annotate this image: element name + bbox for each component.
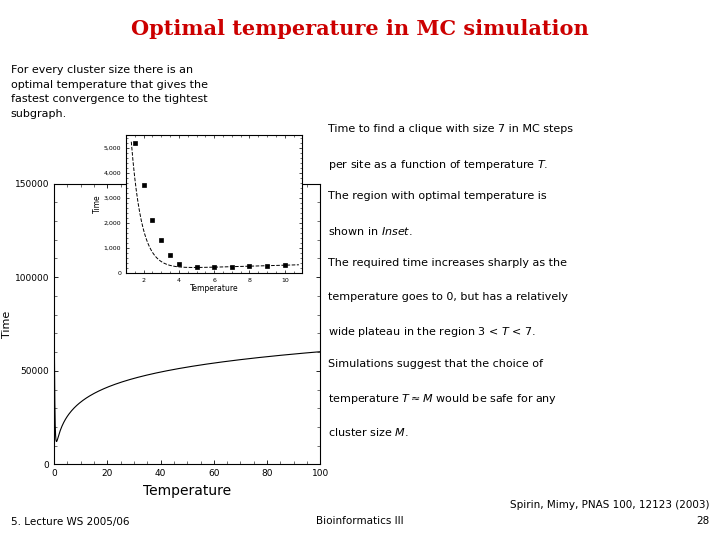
Text: The required time increases sharply as the: The required time increases sharply as t… [328, 258, 567, 268]
Text: Optimal temperature in MC simulation: Optimal temperature in MC simulation [131, 19, 589, 39]
Text: wide plateau in the region 3 < $T$ < 7.: wide plateau in the region 3 < $T$ < 7. [328, 325, 536, 339]
X-axis label: Temperature: Temperature [190, 284, 238, 293]
Text: cluster size $M$.: cluster size $M$. [328, 426, 408, 437]
Text: per site as a function of temperature $T$.: per site as a function of temperature $T… [328, 158, 548, 172]
Text: Bioinformatics III: Bioinformatics III [316, 516, 404, 526]
Text: The region with optimal temperature is: The region with optimal temperature is [328, 191, 546, 201]
Text: 5. Lecture WS 2005/06: 5. Lecture WS 2005/06 [11, 516, 130, 526]
Text: Time to find a clique with size 7 in MC steps: Time to find a clique with size 7 in MC … [328, 124, 572, 134]
Y-axis label: Time: Time [93, 194, 102, 213]
X-axis label: Temperature: Temperature [143, 484, 231, 498]
Text: temperature $T \approx M$ would be safe for any: temperature $T \approx M$ would be safe … [328, 392, 557, 406]
Text: Simulations suggest that the choice of: Simulations suggest that the choice of [328, 359, 543, 369]
Text: shown in $\it{Inset}$.: shown in $\it{Inset}$. [328, 225, 413, 237]
Text: 28: 28 [696, 516, 709, 526]
Text: temperature goes to 0, but has a relatively: temperature goes to 0, but has a relativ… [328, 292, 567, 302]
Y-axis label: Time: Time [2, 310, 12, 338]
Text: For every cluster size there is an
optimal temperature that gives the
fastest co: For every cluster size there is an optim… [11, 65, 208, 119]
Text: Spirin, Mimy, PNAS 100, 12123 (2003): Spirin, Mimy, PNAS 100, 12123 (2003) [510, 500, 709, 510]
